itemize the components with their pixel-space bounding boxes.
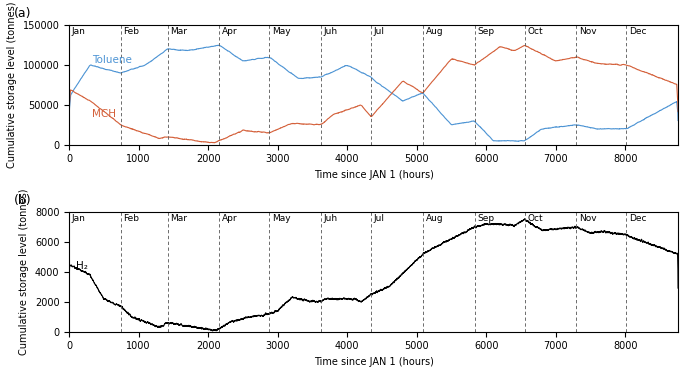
- Text: Jul: Jul: [374, 27, 385, 36]
- Text: Oct: Oct: [527, 214, 543, 223]
- Text: Toluene: Toluene: [92, 55, 132, 65]
- Text: Jan: Jan: [72, 214, 86, 223]
- Y-axis label: Cumulative storage level (tonnes): Cumulative storage level (tonnes): [7, 2, 17, 168]
- X-axis label: Time since JAN 1 (hours): Time since JAN 1 (hours): [314, 357, 434, 367]
- Text: May: May: [272, 214, 290, 223]
- Text: Jul: Jul: [374, 214, 385, 223]
- Text: Mar: Mar: [171, 27, 187, 36]
- Text: Oct: Oct: [527, 27, 543, 36]
- Text: H₂: H₂: [76, 261, 88, 271]
- Text: (a): (a): [14, 7, 32, 21]
- Text: (b): (b): [14, 194, 32, 208]
- Text: Mar: Mar: [171, 214, 187, 223]
- Text: Juh: Juh: [324, 27, 338, 36]
- Text: Juh: Juh: [324, 214, 338, 223]
- Text: Aug: Aug: [425, 214, 443, 223]
- Text: Apr: Apr: [222, 214, 238, 223]
- Text: Dec: Dec: [629, 214, 647, 223]
- Text: Feb: Feb: [123, 214, 140, 223]
- Y-axis label: Cumulative storage level (tonnes): Cumulative storage level (tonnes): [19, 189, 29, 355]
- Text: Nov: Nov: [579, 27, 597, 36]
- Text: Nov: Nov: [579, 214, 597, 223]
- Text: Sep: Sep: [477, 27, 495, 36]
- Text: Sep: Sep: [477, 214, 495, 223]
- X-axis label: Time since JAN 1 (hours): Time since JAN 1 (hours): [314, 170, 434, 180]
- Text: Dec: Dec: [629, 27, 647, 36]
- Text: Apr: Apr: [222, 27, 238, 36]
- Text: MCH: MCH: [92, 109, 116, 119]
- Text: Feb: Feb: [123, 27, 140, 36]
- Text: May: May: [272, 27, 290, 36]
- Text: Jan: Jan: [72, 27, 86, 36]
- Text: Aug: Aug: [425, 27, 443, 36]
